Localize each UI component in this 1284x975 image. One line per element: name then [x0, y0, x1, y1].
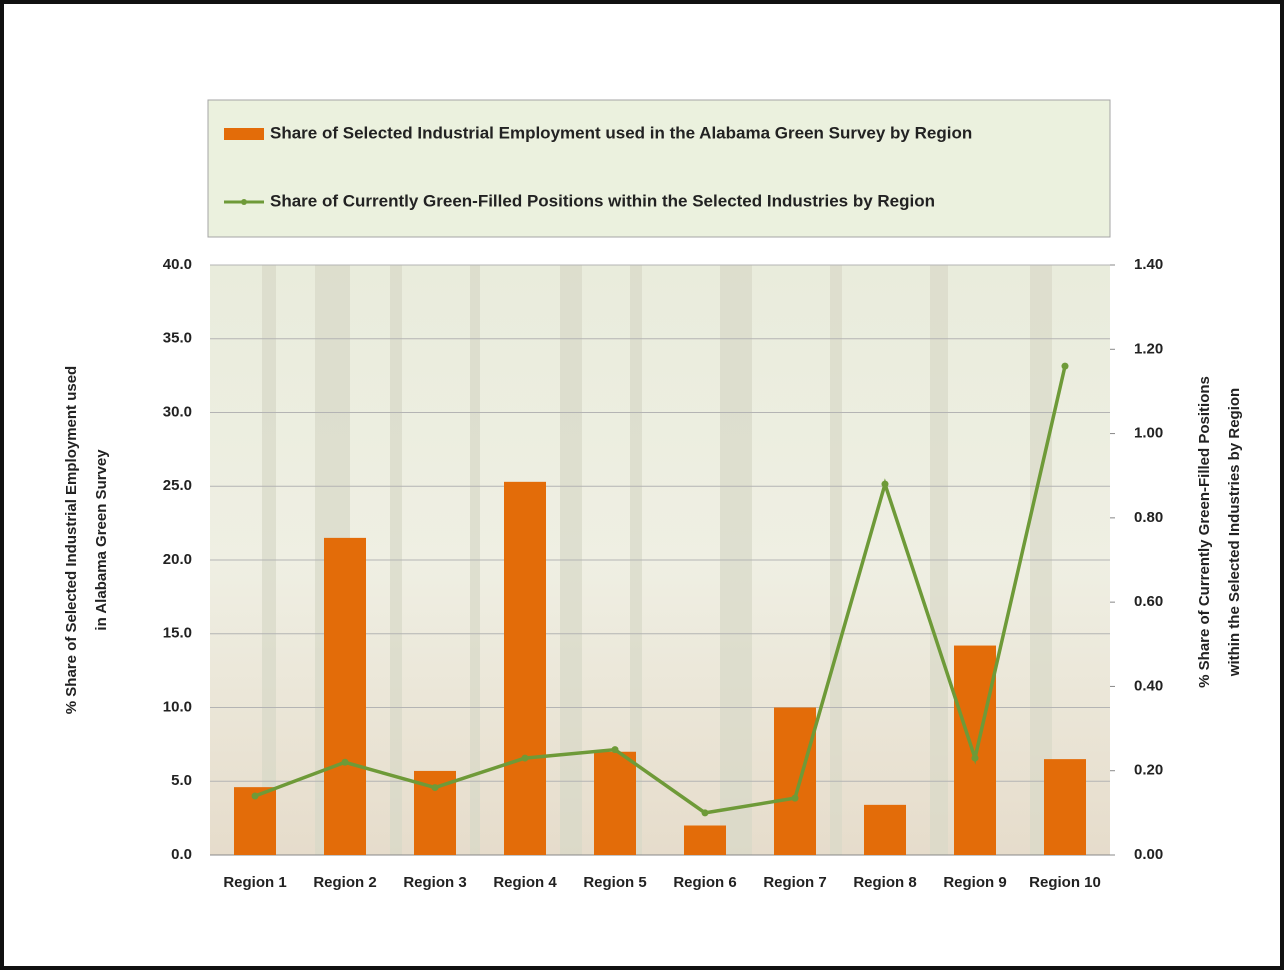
bar	[324, 537, 366, 855]
y2-tick-label: 0.40	[1134, 677, 1163, 694]
y2-tick-label: 0.80	[1134, 509, 1163, 526]
legend-label: Share of Selected Industrial Employment …	[270, 123, 972, 142]
y-tick-label: 30.0	[163, 403, 192, 420]
y-tick-label: 20.0	[163, 551, 192, 568]
y2-tick-label: 0.20	[1134, 762, 1163, 779]
line-marker	[251, 792, 259, 800]
y-tick-label: 40.0	[163, 256, 192, 273]
x-tick-label: Region 6	[673, 874, 736, 891]
y2-tick-label: 1.00	[1134, 425, 1163, 442]
x-tick-label: Region 5	[583, 874, 646, 891]
x-tick-label: Region 2	[313, 874, 376, 891]
line-marker	[1061, 362, 1069, 370]
y-tick-label: 35.0	[163, 330, 192, 347]
bar	[684, 825, 726, 855]
legend: Share of Selected Industrial Employment …	[224, 123, 972, 210]
y-axis-title: in Alabama Green Survey	[93, 449, 110, 631]
y-axis-title: % Share of Selected Industrial Employmen…	[63, 366, 80, 714]
line-marker	[611, 746, 619, 754]
x-tick-label: Region 3	[403, 874, 466, 891]
y-tick-label: 10.0	[163, 698, 192, 715]
y-tick-label: 15.0	[163, 625, 192, 642]
y2-tick-label: 0.00	[1134, 846, 1163, 863]
y-tick-label: 25.0	[163, 477, 192, 494]
line-marker	[431, 784, 439, 792]
line-marker	[971, 754, 979, 762]
y-tick-label: 0.0	[171, 846, 192, 863]
bar	[774, 707, 816, 855]
legend-swatch	[224, 128, 264, 140]
bar	[864, 804, 906, 855]
line-marker	[521, 754, 529, 762]
x-tick-label: Region 10	[1029, 874, 1101, 891]
line-marker	[701, 809, 709, 817]
legend-box	[207, 99, 1111, 238]
y2-axis-title: within the Selected Industries by Region	[1226, 388, 1243, 677]
bar	[1044, 759, 1086, 855]
x-tick-label: Region 9	[943, 874, 1006, 891]
x-tick-label: Region 4	[493, 874, 557, 891]
x-tick-label: Region 1	[223, 874, 286, 891]
line-marker	[881, 480, 889, 488]
bar	[594, 751, 636, 855]
bar	[504, 481, 546, 855]
y2-axis-title: % Share of Currently Green-Filled Positi…	[1196, 376, 1213, 688]
y-tick-label: 5.0	[171, 772, 192, 789]
line-marker	[341, 758, 349, 766]
x-tick-label: Region 8	[853, 874, 916, 891]
line-marker	[791, 794, 799, 802]
x-tick-label: Region 7	[763, 874, 826, 891]
y2-tick-label: 1.40	[1134, 256, 1163, 273]
legend-swatch-marker	[241, 199, 247, 205]
line	[254, 365, 1067, 815]
y2-tick-label: 0.60	[1134, 593, 1163, 610]
y2-tick-label: 1.20	[1134, 340, 1163, 357]
legend-label: Share of Currently Green-Filled Position…	[270, 191, 935, 210]
